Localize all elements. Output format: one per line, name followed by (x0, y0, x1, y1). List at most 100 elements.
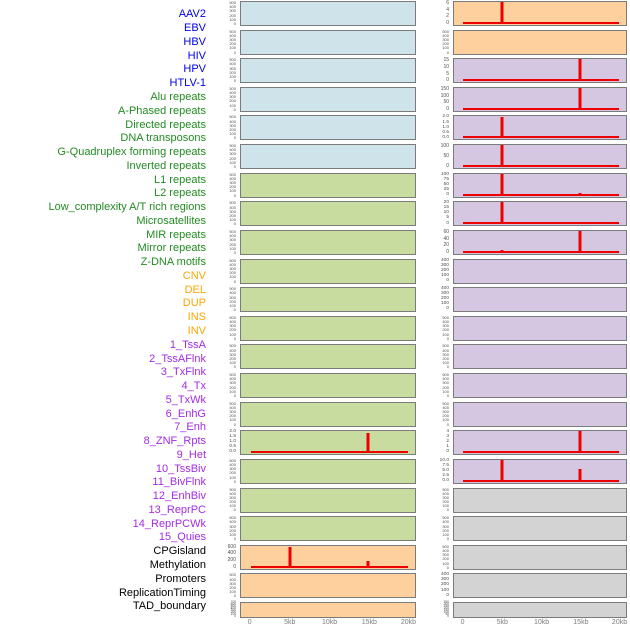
y-tick-label: 200 (229, 69, 236, 75)
y-axis-ticks-methylation: 500 400 300 200 100 0 (413, 516, 451, 541)
y-tick-label: 25 (443, 186, 449, 192)
y-tick-label: 100 (229, 159, 236, 165)
y-tick-label: 1.5 (229, 434, 236, 440)
y-tick-label: 0 (446, 392, 449, 398)
y-tick-label: 0 (446, 421, 449, 427)
y-tick-label: 300 (229, 466, 236, 472)
feature-label-7-enh: 7_Enh (174, 421, 206, 434)
y-tick-label: 0.5 (229, 444, 236, 450)
y-tick-label: 500 (442, 486, 449, 492)
y-tick-label: 400 (442, 32, 449, 38)
feature-label-9-het: 9_Het (176, 448, 206, 461)
y-tick-label: 500 (229, 515, 236, 521)
y-axis-ticks-g-quadruplex-forming-repeats: 500 400 300 200 100 0 (202, 287, 238, 312)
density-baseline (463, 193, 619, 196)
y-axis-ticks-aav2: 500 400 300 200 100 0 (202, 1, 238, 26)
y-tick-label: 0 (446, 220, 449, 226)
y-tick-label: 100 (442, 331, 449, 337)
feature-label-dna-transposons: DNA transposons (120, 132, 206, 145)
y-tick-label: 0 (446, 191, 449, 197)
y-axis-ticks-low-complexity-a-t-rich-regions: 500 400 300 200 100 0 (202, 400, 238, 427)
y-tick-label: 0 (233, 478, 236, 484)
y-tick-label: 0 (233, 593, 236, 599)
feature-label-htlv-1: HTLV-1 (169, 77, 206, 90)
y-tick-label: 0 (233, 364, 236, 370)
y-tick-label: 400 (442, 404, 449, 410)
y-tick-label: 0.0 (442, 134, 449, 140)
y-tick-label: 100 (229, 16, 236, 22)
y-tick-label: 500 (442, 372, 449, 378)
y-tick-label: 0 (447, 613, 449, 618)
density-baseline (463, 79, 619, 82)
y-tick-label: 500 (229, 400, 236, 406)
y-tick-label: 250 (443, 603, 449, 608)
density-panel-4-tx (453, 144, 627, 170)
y-tick-label: 5 (446, 70, 449, 77)
y-tick-label: 100 (229, 131, 236, 137)
y-tick-label: 200 (442, 499, 449, 505)
y-tick-label: 400 (442, 547, 449, 553)
y-tick-label: 50 (443, 153, 449, 160)
y-tick-label: 300 (442, 323, 449, 329)
feature-label-3-txflnk: 3_TxFlnk (160, 366, 206, 379)
x-tick-label: 10kb (321, 619, 338, 626)
density-panel-inv (453, 29, 627, 55)
density-spike (288, 546, 292, 568)
y-tick-label: 400 (227, 550, 236, 557)
y-tick-label: 300 (229, 180, 236, 186)
y-tick-label: 5 (446, 215, 449, 221)
y-tick-label: 0 (446, 564, 449, 570)
y-tick-label: 0.5 (442, 129, 449, 135)
y-tick-label: 200 (227, 557, 236, 564)
y-tick-label: 300 (442, 351, 449, 357)
y-axis-ticks-cpgisland: 500 400 300 200 100 0 (413, 486, 451, 513)
y-tick-label: 200 (229, 470, 236, 476)
y-tick-label: 500 (442, 400, 449, 406)
y-tick-label: 400 (440, 572, 449, 578)
density-panel-hiv (240, 86, 416, 112)
y-tick-label: 200 (229, 127, 236, 133)
y-axis-ticks-mir-repeats: 500 400 300 200 100 0 (202, 458, 238, 484)
density-panel-methylation (453, 516, 627, 542)
y-tick-label: 0 (233, 20, 236, 26)
y-tick-label: 500 (229, 57, 236, 63)
feature-label-z-dna-motifs: Z-DNA motifs (140, 256, 206, 269)
y-tick-label: 500 (442, 515, 449, 521)
y-tick-label: 10 (443, 63, 449, 70)
feature-label-promoters: Promoters (155, 572, 206, 585)
density-panel-mirror-repeats (240, 487, 416, 513)
y-tick-label: 0 (446, 507, 449, 513)
density-panel-z-dna-motifs (240, 516, 416, 542)
y-tick-label: 300 (442, 409, 449, 415)
feature-label-1-tssa: 1_TssA (169, 338, 206, 351)
y-tick-label: 200 (229, 41, 236, 47)
y-tick-label: 100 (440, 301, 449, 307)
density-baseline (250, 565, 408, 568)
y-tick-label: 300 (229, 65, 236, 71)
y-tick-label: 600 (227, 543, 236, 550)
y-tick-label: 200 (229, 12, 236, 18)
density-panel-ins (453, 1, 627, 26)
y-tick-label: 200 (443, 605, 449, 610)
y-tick-label: 0 (446, 449, 449, 455)
density-panel-l2-repeats (240, 373, 416, 399)
y-tick-label: 500 (442, 314, 449, 320)
y-tick-label: 500 (229, 143, 236, 149)
y-tick-label: 0 (233, 392, 236, 398)
x-tick-label: 15kb (361, 619, 377, 626)
y-tick-label: 1 (446, 444, 449, 450)
density-panel-alu-repeats (240, 172, 416, 198)
density-panel-cnv (240, 544, 416, 570)
y-tick-label: 100 (442, 531, 449, 537)
density-spike (500, 116, 504, 139)
y-tick-label: 0 (446, 592, 449, 598)
density-spike (578, 431, 582, 454)
feature-label-8-znf-rpts: 8_ZNF_Rpts (143, 435, 206, 448)
feature-label-15-quies: 15_Quies (158, 531, 206, 544)
y-tick-label: 200 (442, 527, 449, 533)
feature-label-2-tssaflnk: 2_TssAFlnk (149, 352, 206, 365)
y-tick-label: 0 (446, 306, 449, 312)
y-axis-ticks-a-phased-repeats: 500 400 300 200 100 0 (202, 201, 238, 226)
density-panel-dna-transposons (240, 258, 416, 284)
y-axis-ticks-htlv-1: 500 400 300 200 100 0 (202, 144, 238, 169)
